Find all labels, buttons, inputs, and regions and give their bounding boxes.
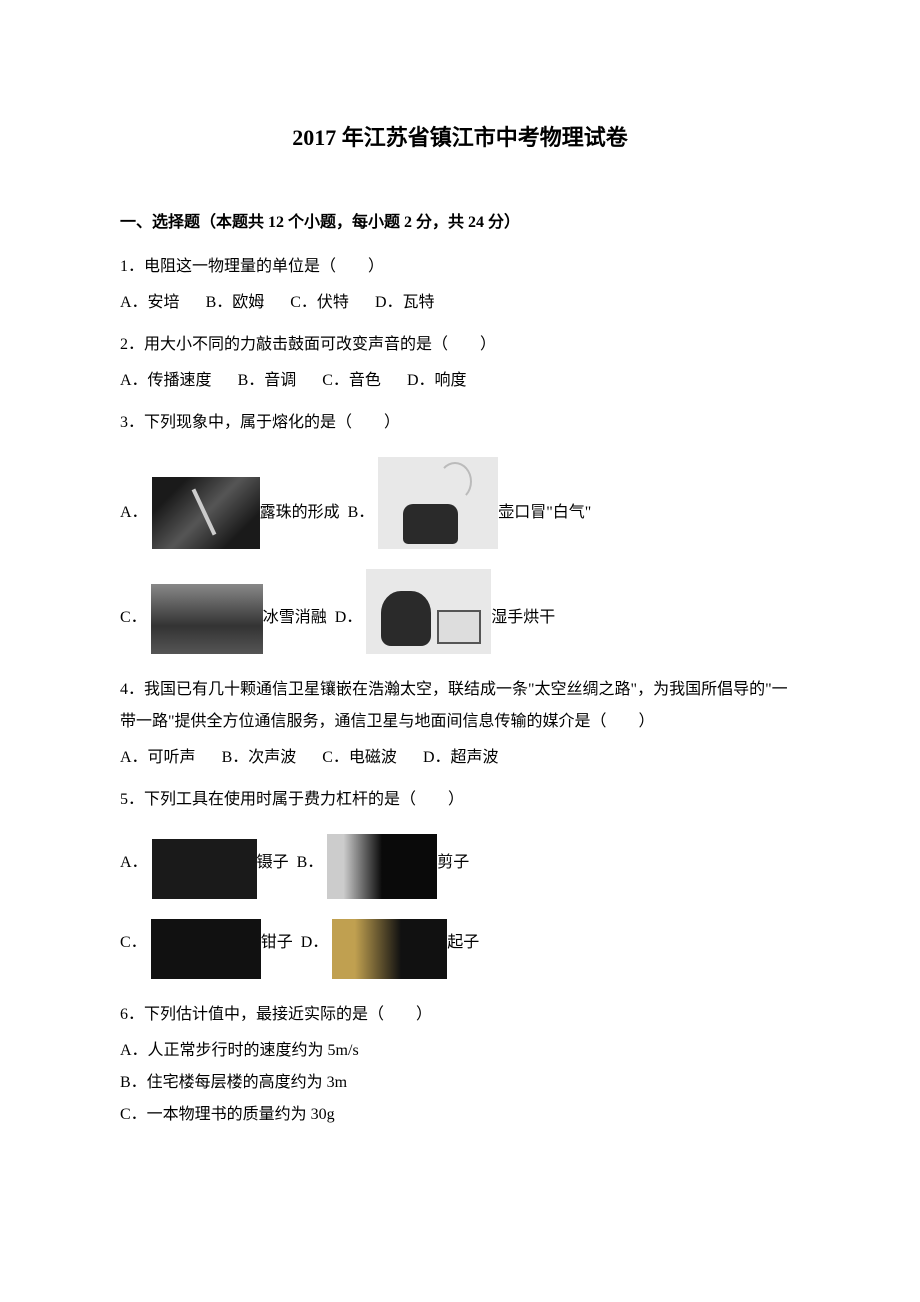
q2-option-b: B．音调 (238, 372, 297, 389)
tweezers-image-icon (152, 839, 257, 899)
question-3-row-1: A． 露珠的形成 B． 壶口冒"白气" (120, 457, 800, 549)
q1-option-a: A．安培 (120, 294, 180, 311)
q4-option-b: B．次声波 (222, 749, 297, 766)
question-4: 4．我国已有几十颗通信卫星镶嵌在浩瀚太空，联结成一条"太空丝绸之路"，为我国所倡… (120, 674, 800, 774)
q2-option-c: C．音色 (322, 372, 381, 389)
question-5-text: 5．下列工具在使用时属于费力杠杆的是（ ） (120, 784, 800, 816)
section-1-header: 一、选择题（本题共 12 个小题，每小题 2 分，共 24 分） (120, 207, 800, 239)
question-2-text: 2．用大小不同的力敲击鼓面可改变声音的是（ ） (120, 329, 800, 361)
question-5-row-1: A． 镊子 B． 剪子 (120, 834, 800, 899)
q4-option-d: D．超声波 (423, 749, 499, 766)
q3-d-caption: 湿手烘干 (491, 602, 555, 654)
question-4-options: A．可听声 B．次声波 C．电磁波 D．超声波 (120, 742, 800, 774)
q5-d-caption: 起子 (447, 927, 479, 979)
hand-drying-image-icon (366, 569, 491, 654)
document-title: 2017 年江苏省镇江市中考物理试卷 (120, 120, 800, 152)
q5-a-caption: 镊子 (257, 847, 289, 899)
dewdrop-image-icon (152, 477, 260, 549)
q3-option-b: B． 壶口冒"白气" (348, 457, 592, 549)
question-5: 5．下列工具在使用时属于费力杠杆的是（ ） A． 镊子 B． 剪子 C． 钳子 … (120, 784, 800, 979)
q4-option-c: C．电磁波 (322, 749, 397, 766)
q5-c-caption: 钳子 (261, 927, 293, 979)
question-3-text: 3．下列现象中，属于熔化的是（ ） (120, 407, 800, 439)
question-3: 3．下列现象中，属于熔化的是（ ） A． 露珠的形成 B． 壶口冒"白气" C．… (120, 407, 800, 654)
q3-c-label: C． (120, 602, 147, 654)
q1-option-d: D．瓦特 (375, 294, 435, 311)
q5-option-d: D． 起子 (301, 919, 480, 979)
q3-c-caption: 冰雪消融 (263, 602, 327, 654)
q3-b-label: B． (348, 497, 375, 549)
q5-b-caption: 剪子 (437, 847, 469, 899)
q5-b-label: B． (297, 847, 324, 899)
question-2: 2．用大小不同的力敲击鼓面可改变声音的是（ ） A．传播速度 B．音调 C．音色… (120, 329, 800, 397)
question-5-row-2: C． 钳子 D． 起子 (120, 919, 800, 979)
question-6: 6．下列估计值中，最接近实际的是（ ） A．人正常步行时的速度约为 5m/s B… (120, 999, 800, 1131)
q5-c-label: C． (120, 927, 147, 979)
q5-option-a: A． 镊子 (120, 839, 289, 899)
q5-option-b: B． 剪子 (297, 834, 470, 899)
q4-option-a: A．可听声 (120, 749, 196, 766)
question-1: 1．电阻这一物理量的单位是（ ） A．安培 B．欧姆 C．伏特 D．瓦特 (120, 251, 800, 319)
question-1-options: A．安培 B．欧姆 C．伏特 D．瓦特 (120, 287, 800, 319)
q3-a-caption: 露珠的形成 (260, 497, 340, 549)
q5-a-label: A． (120, 847, 148, 899)
q2-option-d: D．响度 (407, 372, 467, 389)
q6-option-b: B．住宅楼每层楼的高度约为 3m (120, 1067, 800, 1099)
q5-d-label: D． (301, 927, 329, 979)
question-2-options: A．传播速度 B．音调 C．音色 D．响度 (120, 365, 800, 397)
question-6-text: 6．下列估计值中，最接近实际的是（ ） (120, 999, 800, 1031)
pliers-image-icon (151, 919, 261, 979)
q1-option-b: B．欧姆 (206, 294, 265, 311)
q2-option-a: A．传播速度 (120, 372, 212, 389)
q6-option-c: C．一本物理书的质量约为 30g (120, 1099, 800, 1131)
question-3-row-2: C． 冰雪消融 D． 湿手烘干 (120, 569, 800, 654)
scissors-image-icon (327, 834, 437, 899)
question-1-text: 1．电阻这一物理量的单位是（ ） (120, 251, 800, 283)
question-4-text: 4．我国已有几十颗通信卫星镶嵌在浩瀚太空，联结成一条"太空丝绸之路"，为我国所倡… (120, 674, 800, 738)
opener-image-icon (332, 919, 447, 979)
kettle-steam-image-icon (378, 457, 498, 549)
q3-option-d: D． 湿手烘干 (335, 569, 556, 654)
q1-option-c: C．伏特 (290, 294, 349, 311)
q6-option-a: A．人正常步行时的速度约为 5m/s (120, 1035, 800, 1067)
snow-melt-image-icon (151, 584, 263, 654)
q3-d-label: D． (335, 602, 363, 654)
q3-a-label: A． (120, 497, 148, 549)
q5-option-c: C． 钳子 (120, 919, 293, 979)
q3-option-a: A． 露珠的形成 (120, 477, 340, 549)
q3-option-c: C． 冰雪消融 (120, 584, 327, 654)
q3-b-caption: 壶口冒"白气" (498, 497, 591, 549)
